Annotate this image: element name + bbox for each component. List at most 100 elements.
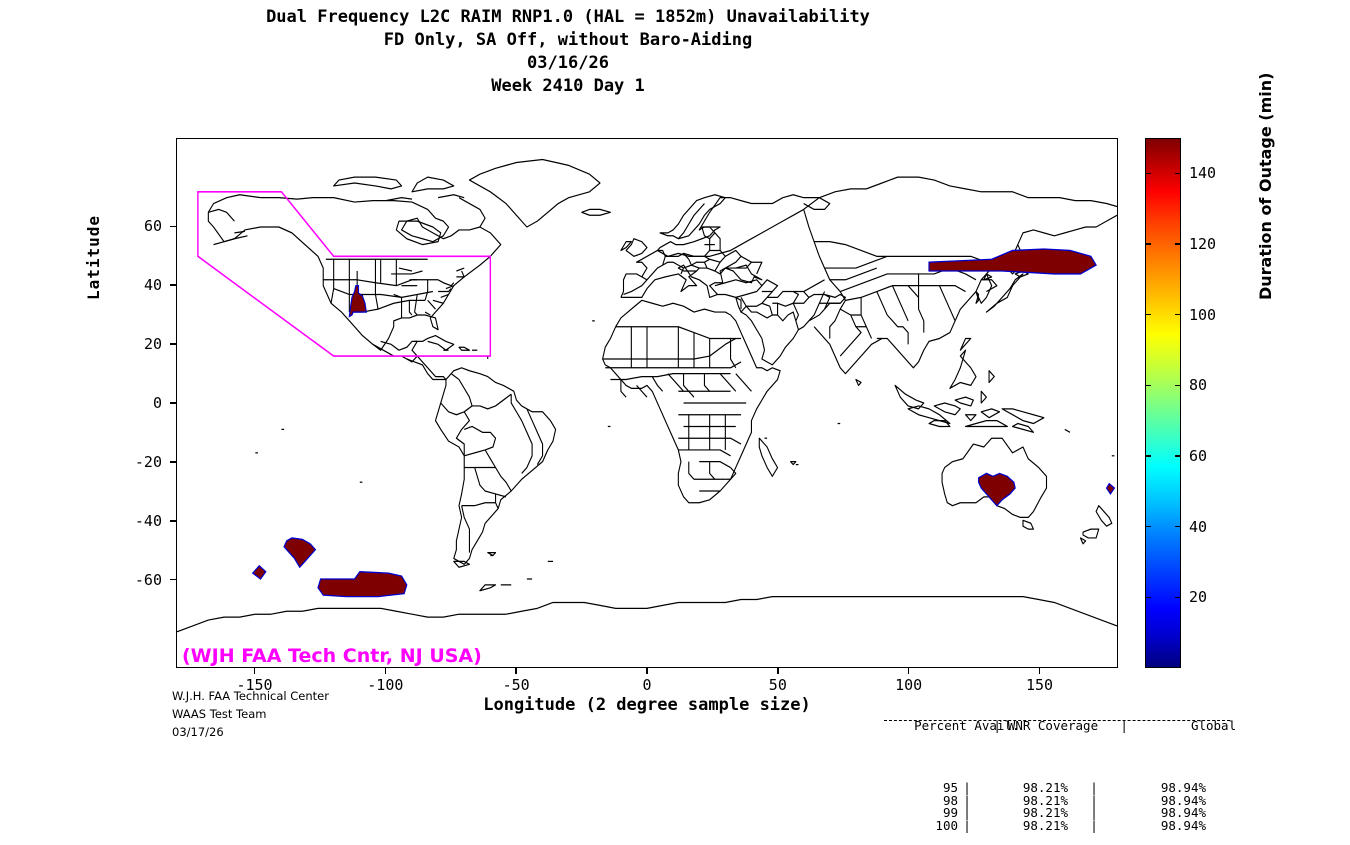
title-line-4: Week 2410 Day 1 <box>491 76 645 96</box>
y-tick-label: 40 <box>143 276 162 295</box>
colorbar-tickmark <box>1145 455 1151 457</box>
title-line-3: 03/16/26 <box>527 53 609 73</box>
colorbar-tickmark <box>1145 313 1151 316</box>
outage-region <box>317 570 408 598</box>
stats-header-divider <box>884 720 1230 721</box>
colorbar-tick-label: 20 <box>1189 588 1208 607</box>
colorbar-gradient <box>1145 138 1181 668</box>
stats-cell-wnr-coverage: 98.21% <box>1022 780 1068 795</box>
stats-cell-separator: | <box>1090 792 1098 808</box>
stats-cell-separator: | <box>1090 780 1098 795</box>
y-tickmark <box>170 402 176 404</box>
wnr-coverage-boundary <box>197 190 492 357</box>
stats-row: 99 | 98.21% | 98.94% <box>884 805 1236 820</box>
x-tickmark <box>384 668 387 674</box>
credits-block: W.J.H. FAA Technical Center WAAS Test Te… <box>172 687 329 741</box>
colorbar-tick-label: 100 <box>1189 305 1217 324</box>
credits-line-1: W.J.H. FAA Technical Center <box>172 689 329 703</box>
colorbar-tick-label: 120 <box>1189 235 1217 253</box>
x-tickmark <box>1038 668 1041 674</box>
stats-cell-percent: 98 <box>942 792 958 808</box>
stats-header-wnr: WNR Coverage <box>1007 717 1099 733</box>
x-tickmark <box>646 668 648 674</box>
stats-cell-separator: | <box>963 792 971 808</box>
colorbar-tick-label: 60 <box>1189 447 1208 465</box>
stats-header-sep-1: | <box>993 717 1001 733</box>
colorbar-tickmark <box>1145 596 1151 599</box>
credits-line-2: WAAS Test Team <box>172 707 267 721</box>
stats-cell-global: 98.94% <box>1160 780 1206 795</box>
credits-line-3: 03/17/26 <box>172 725 224 739</box>
colorbar-tickmark <box>1175 596 1181 599</box>
outage-region <box>928 248 1097 275</box>
y-tick-label: -40 <box>134 511 162 530</box>
colorbar-tick-label: 140 <box>1189 164 1217 183</box>
outage-regions-group <box>251 248 1116 598</box>
stats-row: 98 | 98.21% | 98.94% <box>884 792 1236 808</box>
stats-row: 100 | 98.21% | 98.94% <box>884 817 1236 833</box>
y-tickmark <box>170 284 176 286</box>
stats-cell-percent: 100 <box>935 817 958 833</box>
y-tick-label: -20 <box>134 452 162 471</box>
outage-region <box>1105 482 1116 496</box>
x-tick-label: -100 <box>367 676 404 694</box>
stats-rows: 95 | 98.21% | 98.94% 98 | 98.21% | 98.94% 99 | 98.21… <box>884 780 1236 833</box>
y-tick-label: 0 <box>152 394 162 412</box>
stats-header-global: Global <box>1190 717 1237 733</box>
availability-stats-table: Percent Avail.| WNR Coverage | Global 95 | 98… <box>884 682 1236 845</box>
stats-cell-global: 98.94% <box>1160 817 1206 833</box>
y-axis-title: Latitude <box>84 214 103 300</box>
x-tick-label: 150 <box>1025 676 1054 694</box>
colorbar-tickmark <box>1175 172 1181 175</box>
stats-cell-separator: | <box>1090 805 1098 820</box>
coastlines-group <box>177 158 1117 633</box>
colorbar-tickmark <box>1145 384 1151 387</box>
y-tick-label: 20 <box>143 335 162 354</box>
x-tickmark <box>777 668 779 674</box>
x-tickmark <box>907 668 910 674</box>
outage-region <box>251 564 267 580</box>
x-tick-label: 100 <box>895 676 923 694</box>
colorbar-tickmark <box>1175 455 1181 457</box>
colorbar-tickmark <box>1145 525 1151 528</box>
colorbar-tickmark <box>1145 172 1151 175</box>
colorbar-tickmark <box>1175 243 1181 245</box>
y-tickmark <box>170 343 176 345</box>
stats-cell-separator: | <box>963 780 971 795</box>
colorbar-tickmark <box>1145 243 1151 245</box>
outage-region <box>283 537 317 569</box>
x-tick-label: -150 <box>236 676 273 694</box>
colorbar-title: Duration of Outage (min) <box>1256 72 1275 300</box>
stats-cell-global: 98.94% <box>1160 805 1206 820</box>
y-tick-label: -60 <box>134 570 162 589</box>
x-tick-label: 0 <box>642 676 652 694</box>
colorbar-tickmark <box>1175 525 1181 528</box>
stats-cell-wnr-coverage: 98.21% <box>1022 792 1068 808</box>
stats-cell-global: 98.94% <box>1160 792 1206 808</box>
watermark-label: (WJH FAA Tech Cntr, NJ USA) <box>182 645 482 667</box>
y-tick-label: 60 <box>143 217 162 236</box>
x-axis-title: Longitude (2 degree sample size) <box>483 695 811 715</box>
world-map <box>177 158 1117 633</box>
colorbar-tickmark <box>1175 384 1181 387</box>
title-line-1: Dual Frequency L2C RAIM RNP1.0 (HAL = 18… <box>266 7 870 27</box>
stats-cell-percent: 95 <box>942 780 958 795</box>
stats-header-sep-2: | <box>1120 717 1128 733</box>
colorbar-tick-label: 40 <box>1189 517 1208 536</box>
colorbar-tick-label: 80 <box>1189 376 1208 395</box>
y-tickmark <box>170 578 176 581</box>
stats-header-percent: Percent Avail. <box>914 717 1020 733</box>
stats-cell-percent: 99 <box>942 805 958 820</box>
y-tickmark <box>170 225 176 228</box>
x-tick-label: -50 <box>502 676 530 694</box>
colorbar-tickmark <box>1175 313 1181 316</box>
map-plot-area <box>176 138 1118 668</box>
stats-cell-separator: | <box>963 805 971 820</box>
stats-cell-separator: | <box>1090 817 1098 833</box>
colorbar-container <box>1145 138 1181 668</box>
title-line-2: FD Only, SA Off, without Baro-Aiding <box>383 30 753 50</box>
y-tickmark <box>170 520 176 522</box>
stats-header-row: Percent Avail.| WNR Coverage | Global <box>884 707 1236 757</box>
y-tickmark <box>170 461 176 463</box>
x-tick-label: 50 <box>768 676 787 694</box>
